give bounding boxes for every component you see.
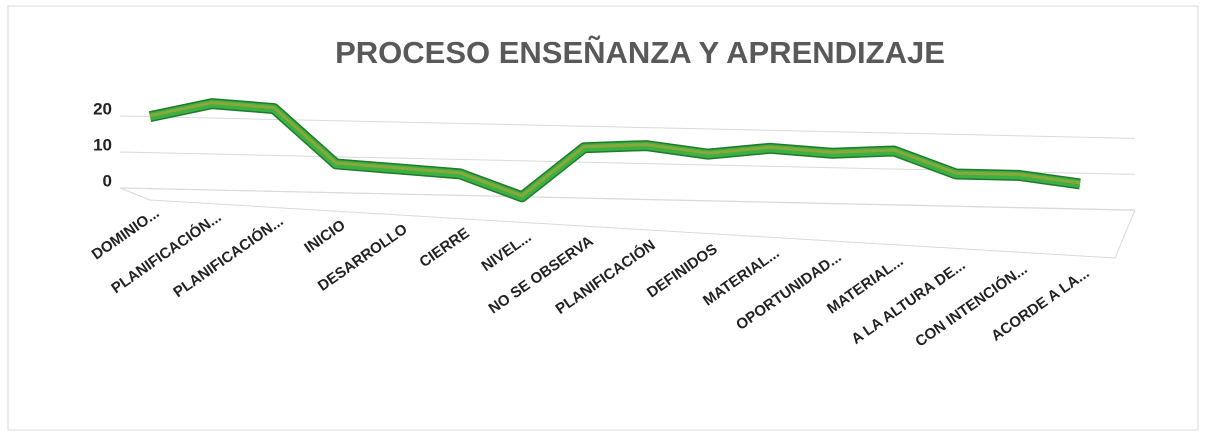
line-top <box>149 101 1081 198</box>
chart-title: PROCESO ENSEÑANZA Y APRENDIZAJE <box>335 35 945 70</box>
grid-line <box>119 187 1136 211</box>
y-tick-label: 10 <box>93 135 112 154</box>
y-tick-label: 0 <box>103 171 112 190</box>
y-tick-label: 20 <box>93 99 112 118</box>
chart-frame <box>7 5 1199 431</box>
